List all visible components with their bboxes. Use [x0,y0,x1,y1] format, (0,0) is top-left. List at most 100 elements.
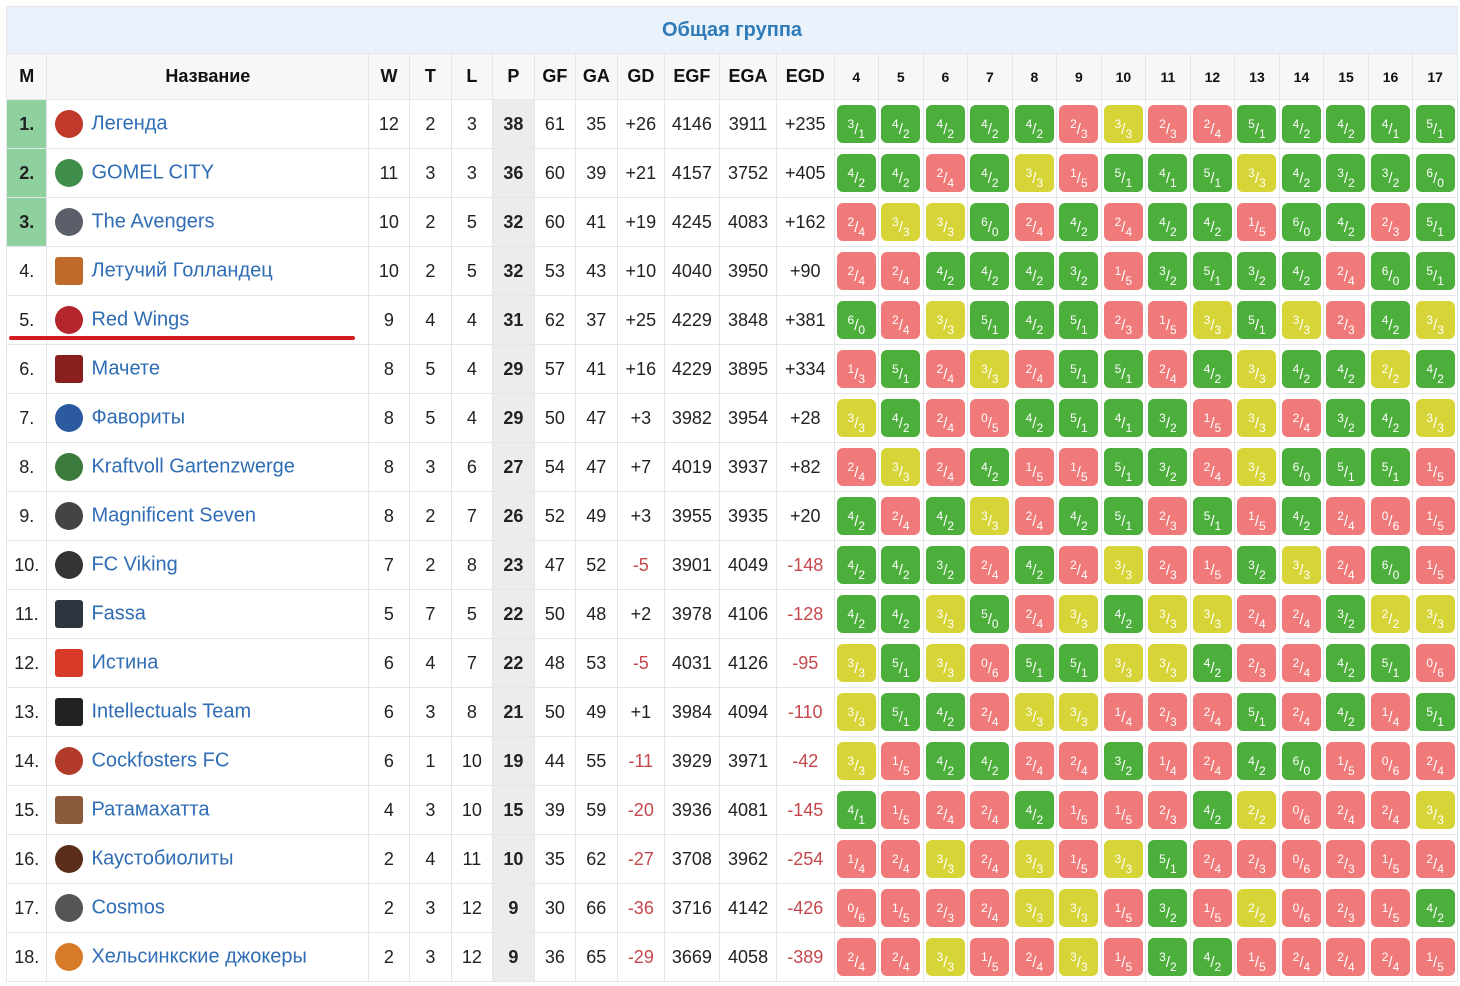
result-chip[interactable]: 2/4 [1014,742,1054,780]
result-chip[interactable]: 4/2 [1326,203,1366,241]
result-chip[interactable]: 2/4 [1192,840,1232,878]
result-chip[interactable]: 2/4 [1370,791,1410,829]
result-chip[interactable]: 2/4 [1192,742,1232,780]
result-chip[interactable]: 5/1 [1370,448,1410,486]
result-chip[interactable]: 2/4 [1103,203,1143,241]
result-chip[interactable]: 5/1 [970,301,1010,339]
result-chip[interactable]: 5/1 [1415,693,1455,731]
header-gd[interactable]: GD [617,53,665,100]
result-chip[interactable]: 1/5 [1014,448,1054,486]
result-chip[interactable]: 3/2 [1103,742,1143,780]
team-link[interactable]: Fassa [91,602,146,625]
result-chip[interactable]: 6/0 [1415,154,1455,192]
result-chip[interactable]: 4/2 [1326,105,1366,143]
result-chip[interactable]: 3/3 [970,497,1010,535]
result-chip[interactable]: 1/5 [1059,791,1099,829]
result-chip[interactable]: 4/2 [970,105,1010,143]
result-chip[interactable]: 4/2 [836,595,876,633]
result-chip[interactable]: 2/4 [1281,938,1321,976]
result-chip[interactable]: 4/2 [1326,693,1366,731]
result-chip[interactable]: 4/2 [1415,889,1455,927]
result-chip[interactable]: 1/5 [1192,889,1232,927]
result-chip[interactable]: 6/0 [1281,203,1321,241]
result-chip[interactable]: 5/1 [1103,448,1143,486]
result-chip[interactable]: 5/1 [1192,252,1232,290]
result-chip[interactable]: 5/1 [1059,350,1099,388]
result-chip[interactable]: 2/4 [1370,938,1410,976]
result-chip[interactable]: 6/0 [1281,448,1321,486]
result-chip[interactable]: 2/3 [1148,693,1188,731]
result-chip[interactable]: 1/5 [1370,840,1410,878]
result-chip[interactable]: 4/2 [1014,546,1054,584]
result-chip[interactable]: 5/1 [1059,399,1099,437]
result-chip[interactable]: 2/4 [1059,742,1099,780]
result-chip[interactable]: 5/1 [1014,644,1054,682]
result-chip[interactable]: 3/3 [1059,595,1099,633]
result-chip[interactable]: 4/2 [1014,252,1054,290]
header-round[interactable]: 10 [1100,53,1147,100]
result-chip[interactable]: 2/4 [970,546,1010,584]
header-egd[interactable]: EGD [775,53,835,100]
result-chip[interactable]: 2/3 [1237,644,1277,682]
result-chip[interactable]: 1/3 [836,350,876,388]
result-chip[interactable]: 3/3 [1148,595,1188,633]
header-ga[interactable]: GA [574,53,619,100]
result-chip[interactable]: 2/4 [1415,742,1455,780]
result-chip[interactable]: 5/1 [1415,105,1455,143]
result-chip[interactable]: 5/1 [1237,105,1277,143]
result-chip[interactable]: 0/6 [1281,791,1321,829]
result-chip[interactable]: 4/2 [1014,399,1054,437]
result-chip[interactable]: 4/2 [1059,203,1099,241]
result-chip[interactable]: 3/2 [1148,252,1188,290]
result-chip[interactable]: 5/1 [1192,497,1232,535]
result-chip[interactable]: 4/2 [836,497,876,535]
header-round[interactable]: 8 [1011,53,1058,100]
result-chip[interactable]: 0/6 [1370,497,1410,535]
team-link[interactable]: Каустобиолиты [91,847,234,870]
result-chip[interactable]: 3/2 [1148,889,1188,927]
result-chip[interactable]: 2/4 [1059,546,1099,584]
result-chip[interactable]: 5/1 [1059,644,1099,682]
result-chip[interactable]: 3/3 [1014,154,1054,192]
result-chip[interactable]: 3/3 [1415,791,1455,829]
result-chip[interactable]: 3/3 [1014,889,1054,927]
result-chip[interactable]: 2/4 [1014,497,1054,535]
result-chip[interactable]: 3/3 [836,693,876,731]
team-link[interactable]: Летучий Голландец [91,259,273,282]
result-chip[interactable]: 3/3 [1059,693,1099,731]
team-link[interactable]: Red Wings [91,308,190,331]
result-chip[interactable]: 4/2 [1192,938,1232,976]
result-chip[interactable]: 4/2 [1237,742,1277,780]
result-chip[interactable]: 3/3 [1059,889,1099,927]
result-chip[interactable]: 2/3 [1148,105,1188,143]
result-chip[interactable]: 1/4 [836,840,876,878]
result-chip[interactable]: 4/2 [970,154,1010,192]
result-chip[interactable]: 5/1 [1103,497,1143,535]
result-chip[interactable]: 4/2 [1281,154,1321,192]
result-chip[interactable]: 4/2 [836,154,876,192]
result-chip[interactable]: 5/1 [1192,154,1232,192]
header-l[interactable]: L [451,53,493,100]
result-chip[interactable]: 3/3 [1148,644,1188,682]
team-link[interactable]: Истина [91,651,159,674]
result-chip[interactable]: 2/4 [970,889,1010,927]
result-chip[interactable]: 2/4 [836,938,876,976]
result-chip[interactable]: 4/2 [1370,301,1410,339]
result-chip[interactable]: 0/6 [1281,840,1321,878]
result-chip[interactable]: 2/4 [1148,350,1188,388]
result-chip[interactable]: 1/5 [1148,301,1188,339]
result-chip[interactable]: 6/0 [1370,252,1410,290]
result-chip[interactable]: 4/2 [1014,791,1054,829]
result-chip[interactable]: 2/4 [881,497,921,535]
result-chip[interactable]: 2/4 [1014,595,1054,633]
result-chip[interactable]: 4/2 [1370,399,1410,437]
result-chip[interactable]: 5/1 [1103,154,1143,192]
header-ega[interactable]: EGA [719,53,777,100]
team-link[interactable]: Легенда [91,112,168,135]
result-chip[interactable]: 3/3 [881,203,921,241]
result-chip[interactable]: 2/4 [1326,791,1366,829]
result-chip[interactable]: 3/3 [1281,546,1321,584]
result-chip[interactable]: 3/3 [925,203,965,241]
result-chip[interactable]: 3/3 [1237,350,1277,388]
result-chip[interactable]: 4/2 [1281,252,1321,290]
